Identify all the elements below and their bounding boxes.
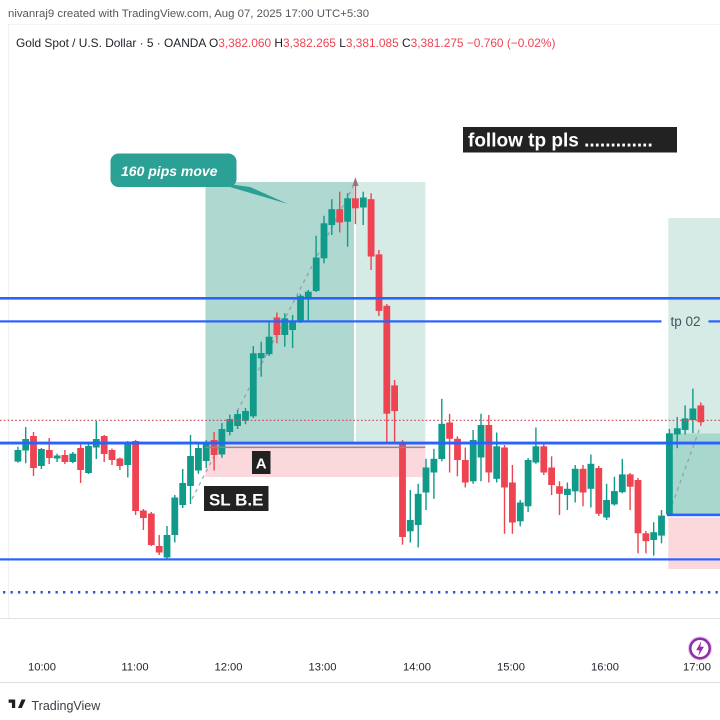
svg-text:12:00: 12:00 bbox=[215, 662, 243, 674]
svg-text:10:00: 10:00 bbox=[28, 662, 56, 674]
svg-text:SL B.E: SL B.E bbox=[209, 491, 263, 510]
svg-text:17:00: 17:00 bbox=[683, 662, 711, 674]
svg-text:A: A bbox=[256, 456, 267, 473]
svg-text:16:00: 16:00 bbox=[591, 662, 619, 674]
svg-text:tp 02: tp 02 bbox=[670, 314, 700, 329]
svg-text:follow tp pls .............: follow tp pls ............. bbox=[468, 131, 653, 152]
svg-text:15:00: 15:00 bbox=[497, 662, 525, 674]
svg-text:13:00: 13:00 bbox=[309, 662, 337, 674]
svg-text:nivanraj9 created with Trading: nivanraj9 created with TradingView.com, … bbox=[8, 8, 369, 20]
svg-text:11:00: 11:00 bbox=[121, 662, 148, 674]
svg-text:Gold Spot / U.S. Dollar · 5 ·: Gold Spot / U.S. Dollar · 5 · OANDA O3,3… bbox=[16, 36, 555, 50]
svg-text:160 pips move: 160 pips move bbox=[121, 163, 218, 179]
svg-text:14:00: 14:00 bbox=[403, 662, 431, 674]
svg-text:TradingView: TradingView bbox=[32, 699, 102, 713]
